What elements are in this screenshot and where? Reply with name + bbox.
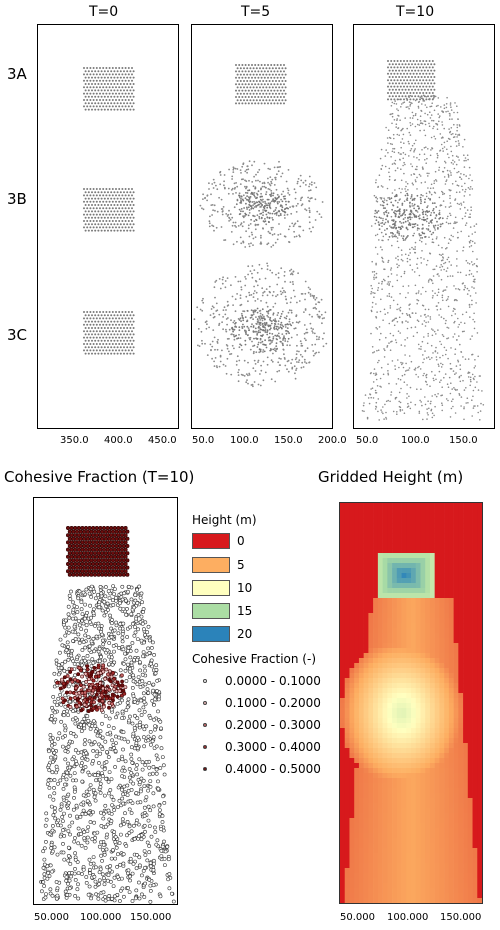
panel-t5 [191,24,333,429]
legend-cohesive-label-4: 0.4000 - 0.5000 [225,762,321,776]
legend-height-label-20: 20 [237,627,253,641]
legend-swatch-20 [192,626,230,642]
tick-coh-3: 150.000 [130,912,172,923]
particles-t0 [83,67,135,355]
tick-t5-1: 50.0 [192,435,215,446]
legend-dot-3 [203,745,207,749]
tick-t5-3: 150.0 [274,435,303,446]
legend-dot-2 [203,723,207,727]
title-t10: T=10 [396,4,435,20]
legend-height-label-5: 5 [237,558,245,572]
legend-cohesive-label-2: 0.2000 - 0.3000 [225,718,321,732]
panel-gridded-height [339,502,483,904]
row-label-3b: 3B [7,190,27,208]
legend-swatch-10 [192,580,230,596]
tick-t10-3: 150.0 [449,435,478,446]
legend-cohesive-title: Cohesive Fraction (-) [192,652,317,666]
title-gridded-height: Gridded Height (m) [318,468,464,486]
row-label-3a: 3A [7,65,27,83]
tick-t0-2: 400.0 [104,435,133,446]
tick-grid-2: 100.000 [387,912,429,923]
legend-swatch-15 [192,603,230,619]
legend-cohesive-label-0: 0.0000 - 0.1000 [225,674,321,688]
title-t5: T=5 [241,4,271,20]
legend-height-title: Height (m) [192,513,257,527]
panel-t10 [353,24,495,429]
height-grid [340,503,482,903]
tick-grid-3: 150.000 [440,912,482,923]
tick-coh-1: 50.000 [34,912,69,923]
panel-t0 [37,24,179,429]
legend-swatch-5 [192,557,230,573]
legend-cohesive-label-1: 0.1000 - 0.2000 [225,696,321,710]
tick-coh-2: 100.000 [80,912,122,923]
legend-swatch-0 [192,533,230,549]
row-label-3c: 3C [7,326,28,344]
tick-t10-1: 50.0 [356,435,379,446]
tick-t10-2: 100.0 [401,435,430,446]
legend-dot-0 [203,679,207,683]
tick-t0-3: 450.0 [148,435,177,446]
particles-cohesive [39,525,176,904]
particles-t5 [193,64,328,388]
tick-grid-1: 50.000 [340,912,375,923]
legend-height-label-15: 15 [237,604,253,618]
title-cohesive-fraction: Cohesive Fraction (T=10) [4,468,195,486]
legend-dot-1 [203,701,207,705]
legend-cohesive-label-3: 0.3000 - 0.4000 [225,740,321,754]
legend-dot-4 [203,767,207,771]
panel-cohesive [33,497,178,905]
title-t0: T=0 [89,4,119,20]
tick-t5-2: 100.0 [230,435,259,446]
particles-t10 [361,60,485,421]
legend-height-label-0: 0 [237,534,245,548]
tick-t5-4: 200.0 [318,435,347,446]
legend-height-label-10: 10 [237,581,253,595]
tick-t0-1: 350.0 [60,435,89,446]
